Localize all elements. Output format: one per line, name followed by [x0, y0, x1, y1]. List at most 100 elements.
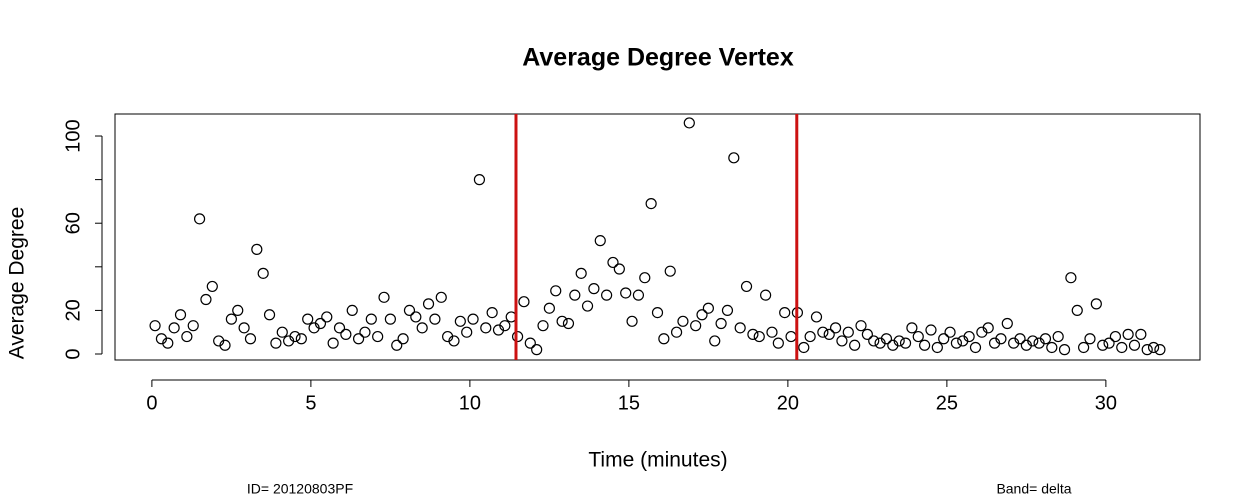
point [162, 337, 174, 349]
point [734, 322, 746, 334]
y-tick-label: 60 [62, 212, 84, 234]
point [518, 296, 530, 308]
point [1141, 344, 1153, 356]
point [206, 280, 218, 293]
point [594, 235, 606, 247]
point [772, 337, 784, 349]
point [174, 309, 187, 321]
point [1154, 344, 1166, 356]
point [1084, 333, 1096, 345]
point [760, 289, 772, 301]
point [569, 289, 581, 301]
point [651, 306, 664, 319]
point [893, 335, 905, 347]
point [632, 289, 645, 301]
point [149, 320, 161, 332]
point [524, 337, 536, 349]
point [944, 326, 956, 338]
point [1058, 344, 1071, 356]
point [709, 335, 721, 347]
point [531, 344, 543, 356]
point [677, 315, 689, 327]
point [200, 293, 212, 306]
point [314, 317, 327, 330]
point [779, 306, 791, 319]
point [880, 333, 893, 345]
point [645, 197, 657, 210]
point [836, 335, 848, 347]
x-tick-label: 25 [936, 392, 958, 414]
point [798, 341, 810, 354]
point [187, 320, 199, 332]
point [855, 320, 867, 332]
point [372, 330, 384, 343]
point [899, 337, 912, 349]
point [950, 337, 963, 349]
point [244, 333, 257, 345]
x-tick-label: 30 [1095, 392, 1117, 414]
chart-title: Average Degree Vertex [522, 44, 794, 72]
point [690, 320, 702, 332]
point [810, 311, 823, 323]
point [562, 317, 575, 330]
point [410, 311, 422, 323]
point [906, 322, 918, 334]
point [295, 333, 307, 345]
point [378, 291, 390, 303]
point [969, 341, 982, 354]
point [849, 339, 861, 351]
point [537, 320, 549, 332]
point [435, 291, 447, 303]
point [543, 302, 555, 314]
point [333, 322, 346, 334]
point [1014, 333, 1026, 345]
point [842, 326, 854, 338]
point [823, 328, 835, 340]
x-axis-label: Time (minutes) [588, 449, 727, 472]
point [429, 313, 441, 325]
point [251, 243, 263, 255]
point [1090, 298, 1102, 310]
point [753, 330, 765, 343]
point [804, 330, 816, 343]
footer-left: ID= 20120803PF [247, 481, 353, 497]
point [702, 302, 714, 314]
point [1135, 328, 1147, 340]
point [225, 313, 237, 325]
point [181, 330, 193, 343]
point [511, 330, 524, 343]
point [1097, 339, 1109, 351]
point [391, 339, 403, 351]
x-tick-label: 20 [777, 392, 799, 414]
point [982, 322, 994, 334]
point [995, 333, 1007, 345]
x-tick-label: 0 [146, 392, 157, 414]
point [728, 152, 740, 164]
point [963, 330, 975, 343]
point [613, 263, 625, 275]
point [626, 315, 638, 327]
point [766, 326, 778, 338]
point [499, 320, 511, 332]
plot-frame [114, 113, 1201, 361]
point [829, 322, 842, 334]
point [1109, 330, 1122, 343]
point [1147, 341, 1160, 354]
point [486, 306, 498, 319]
y-axis-label: Average Degree [6, 207, 29, 360]
point [1039, 333, 1052, 345]
point [1052, 330, 1064, 343]
point [454, 315, 466, 327]
x-tick-label: 15 [618, 392, 640, 414]
point [219, 339, 231, 351]
point [422, 298, 435, 310]
point [575, 267, 587, 279]
point [696, 309, 708, 321]
point [238, 322, 250, 334]
point [721, 304, 734, 317]
point [384, 313, 396, 325]
point [193, 213, 206, 225]
point [416, 322, 428, 334]
point [1078, 341, 1090, 354]
